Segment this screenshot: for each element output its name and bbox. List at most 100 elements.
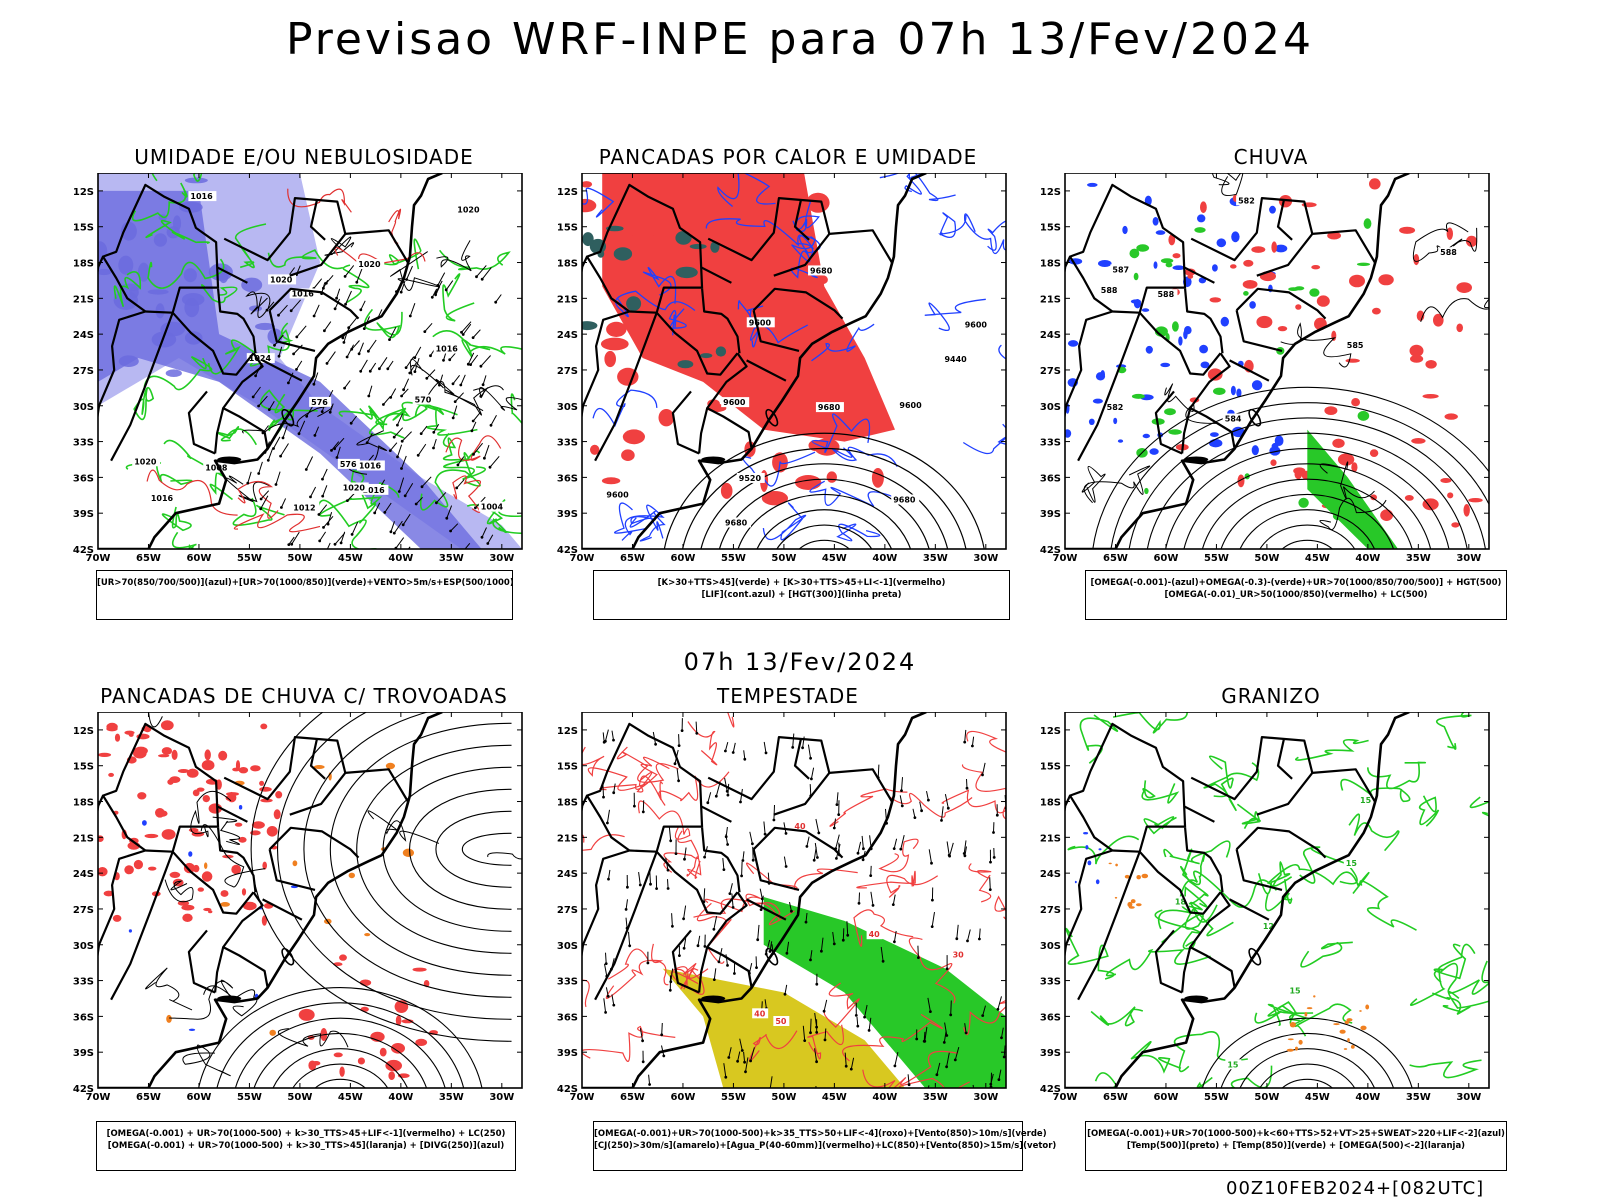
wind-vector bbox=[435, 280, 443, 293]
omega-blob-green bbox=[1357, 410, 1370, 421]
wind-vector bbox=[740, 788, 743, 803]
hail-blob-blue bbox=[1087, 860, 1092, 866]
wind-vector bbox=[257, 404, 260, 408]
wind-vector bbox=[726, 793, 730, 797]
panel-title: PANCADAS DE CHUVA C/ TROVOADAS bbox=[100, 684, 508, 708]
wind-vector bbox=[322, 526, 325, 529]
wind-vector bbox=[260, 495, 269, 510]
wind-vector bbox=[351, 340, 360, 350]
wind-vector bbox=[461, 333, 465, 336]
pressure-isobar bbox=[409, 358, 484, 412]
wind-vector bbox=[722, 858, 725, 870]
lat-tick-label: 24S bbox=[557, 869, 578, 880]
hgt500-contour bbox=[1092, 386, 1489, 549]
wind-vector bbox=[655, 887, 658, 890]
lat-tick-label: 27S bbox=[557, 905, 578, 916]
wind-vector bbox=[480, 535, 484, 539]
temp850-contour bbox=[1105, 948, 1211, 977]
wind-vector bbox=[927, 798, 930, 802]
contour-label: 9680 bbox=[893, 495, 916, 504]
lifted-index-contour bbox=[831, 446, 898, 467]
wind-vector bbox=[835, 857, 838, 860]
omega500-blob-orange bbox=[1136, 875, 1141, 880]
wind-vector bbox=[460, 330, 463, 334]
omega-blob-blue bbox=[1130, 299, 1141, 304]
temp850-contour bbox=[1143, 816, 1177, 835]
wind-vector bbox=[479, 395, 483, 398]
omega500-blob-orange bbox=[1360, 1025, 1367, 1031]
contour-label: 40 bbox=[869, 930, 881, 939]
storm-blob-red bbox=[250, 830, 261, 836]
wind-vector bbox=[433, 423, 440, 433]
contour-label: 9600 bbox=[606, 491, 629, 500]
humidity-contour-green bbox=[207, 339, 267, 375]
wind-vector bbox=[763, 741, 767, 753]
temp500-contour bbox=[1220, 1032, 1395, 1088]
wind-vector bbox=[382, 403, 385, 406]
wind-vector bbox=[350, 415, 358, 424]
lon-tick-label: 70W bbox=[570, 1092, 595, 1103]
wind-vector bbox=[334, 532, 346, 545]
rain-blob-red bbox=[1200, 201, 1207, 213]
storm-blob-red bbox=[259, 780, 265, 786]
wind-vector bbox=[321, 477, 324, 481]
wind-vector bbox=[749, 1059, 752, 1063]
water-vapor-contour bbox=[823, 982, 860, 1028]
wind-vector bbox=[858, 892, 860, 904]
rain-blob-red bbox=[1242, 280, 1258, 289]
wind-vector bbox=[725, 834, 729, 845]
wind-vector bbox=[334, 437, 345, 450]
wind-vector bbox=[403, 378, 410, 390]
rain-blob-red bbox=[1404, 495, 1414, 501]
wind-vector bbox=[374, 502, 381, 514]
wind-vector bbox=[414, 502, 418, 506]
wind-vector bbox=[486, 542, 490, 545]
panel-granizo: GRANIZO 12 15 15 18 15 15 12S 15S 18S 21S 24S 27S 30… bbox=[1021, 684, 1521, 1184]
water-vapor-contour bbox=[582, 834, 625, 851]
hgt300-contour bbox=[737, 493, 912, 549]
wind-vector bbox=[405, 278, 408, 281]
wind-vector bbox=[966, 939, 969, 943]
wind-vector bbox=[488, 465, 492, 469]
storm-blob-red bbox=[124, 865, 134, 875]
wind-vector bbox=[287, 381, 290, 385]
wind-vector bbox=[471, 336, 475, 339]
wind-vector bbox=[384, 502, 392, 513]
rain-blob-red bbox=[1425, 360, 1437, 369]
wind-vector bbox=[723, 1063, 727, 1078]
lat-tick-label: 39S bbox=[1040, 509, 1061, 520]
wind-vector bbox=[649, 882, 652, 886]
wind-vector bbox=[611, 994, 615, 1006]
wind-vector bbox=[731, 893, 734, 908]
wind-vector bbox=[966, 778, 968, 789]
wind-vector bbox=[791, 746, 795, 749]
contour-label: 1024 bbox=[249, 354, 272, 363]
wind-vector bbox=[646, 961, 650, 965]
humidity-blob bbox=[118, 255, 134, 275]
wind-vector bbox=[724, 1075, 728, 1079]
rain-blob-red bbox=[1422, 394, 1439, 399]
omega-blob-blue bbox=[1122, 225, 1128, 235]
wind-vector bbox=[996, 1007, 1000, 1011]
wind-vector bbox=[842, 928, 845, 941]
divergence-blob bbox=[238, 805, 243, 810]
storm-blob-orange bbox=[402, 848, 414, 857]
wind-vector bbox=[696, 944, 700, 948]
rain-blob-red bbox=[1468, 498, 1483, 503]
lifted-index-contour bbox=[790, 243, 818, 279]
humidity-contour-green bbox=[260, 389, 318, 414]
lifted-index-contour bbox=[642, 267, 677, 304]
legend-line: [OMEGA(-0.01)_UR>50(1000/850)(vermelho) … bbox=[1164, 590, 1428, 600]
wind-vector bbox=[495, 294, 502, 303]
lon-tick-label: 50W bbox=[1254, 1092, 1279, 1103]
storm-blob-red bbox=[412, 967, 427, 972]
wind-vector bbox=[625, 899, 628, 910]
wind-vector bbox=[419, 432, 423, 435]
wind-vector bbox=[290, 299, 301, 312]
wind-vector bbox=[280, 443, 289, 457]
humidity-contour-green bbox=[359, 407, 405, 439]
rain-blob-red bbox=[1372, 307, 1381, 315]
contour-label: 1016 bbox=[436, 345, 459, 354]
wind-vector bbox=[971, 736, 975, 747]
